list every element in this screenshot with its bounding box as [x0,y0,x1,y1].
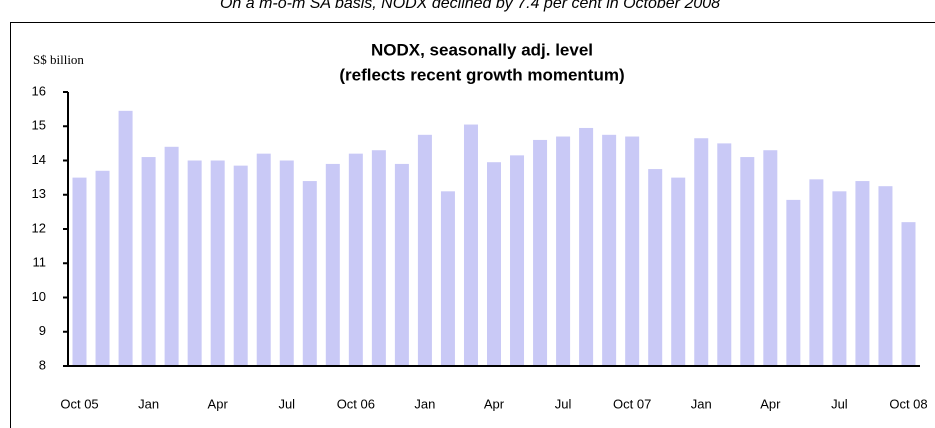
bar [417,134,432,366]
bar [694,138,709,366]
bar [279,160,294,366]
chart-title: (reflects recent growth momentum) [339,65,624,84]
y-tick-label: 12 [32,220,46,235]
bar [164,146,179,366]
bar [187,160,202,366]
bar [878,186,893,366]
x-tick-label: Jan [414,396,435,411]
bar [487,162,501,366]
x-tick-label: Jan [691,396,712,411]
bar [95,170,110,366]
x-tick-label: Jul [555,396,572,411]
x-tick-label: Jul [831,396,848,411]
bar [625,136,640,366]
x-tick-label: Apr [760,396,781,411]
bar [579,127,594,367]
bar [118,110,133,367]
bar [901,222,916,366]
bar [510,155,525,366]
bar [832,191,847,366]
frame [10,22,935,428]
bar [233,165,248,366]
y-tick-label: 9 [39,323,46,338]
x-tick-label: Jan [138,396,159,411]
x-tick-label: Oct 08 [889,396,927,411]
x-tick-label: Oct 06 [337,396,375,411]
bar [394,163,409,366]
bar [556,136,571,366]
y-tick-label: 10 [32,289,46,304]
bar [763,150,778,366]
bar [602,134,617,366]
bar [533,139,548,366]
bar [141,157,156,366]
chart-subtitle: On a m-o-m SA basis, NODX declined by 7.… [220,0,720,12]
chart-title: NODX, seasonally adj. level [371,40,593,59]
y-tick-label: 14 [32,152,46,167]
bar [440,191,455,366]
bar [786,199,801,366]
x-tick-label: Apr [208,396,229,411]
y-tick-label: 13 [32,186,46,201]
bar [809,179,824,366]
x-tick-label: Apr [484,396,505,411]
bar [648,169,663,366]
bar [210,160,225,366]
bar [348,153,363,366]
x-tick-label: Oct 07 [613,396,651,411]
bar [325,163,340,366]
y-tick-label: 16 [32,83,46,98]
y-axis-label: S$ billion [33,52,84,67]
bar [302,181,317,366]
x-tick-label: Jul [278,396,295,411]
bar [671,177,686,366]
y-tick-label: 8 [39,357,46,372]
bar [740,157,755,366]
bar [256,153,271,366]
bar [371,150,386,366]
bar [72,177,87,366]
bar [855,181,870,366]
bar [463,124,478,366]
y-tick-label: 11 [33,255,47,270]
x-tick-label: Oct 05 [60,396,98,411]
bar [717,143,732,366]
y-tick-label: 15 [32,118,46,133]
